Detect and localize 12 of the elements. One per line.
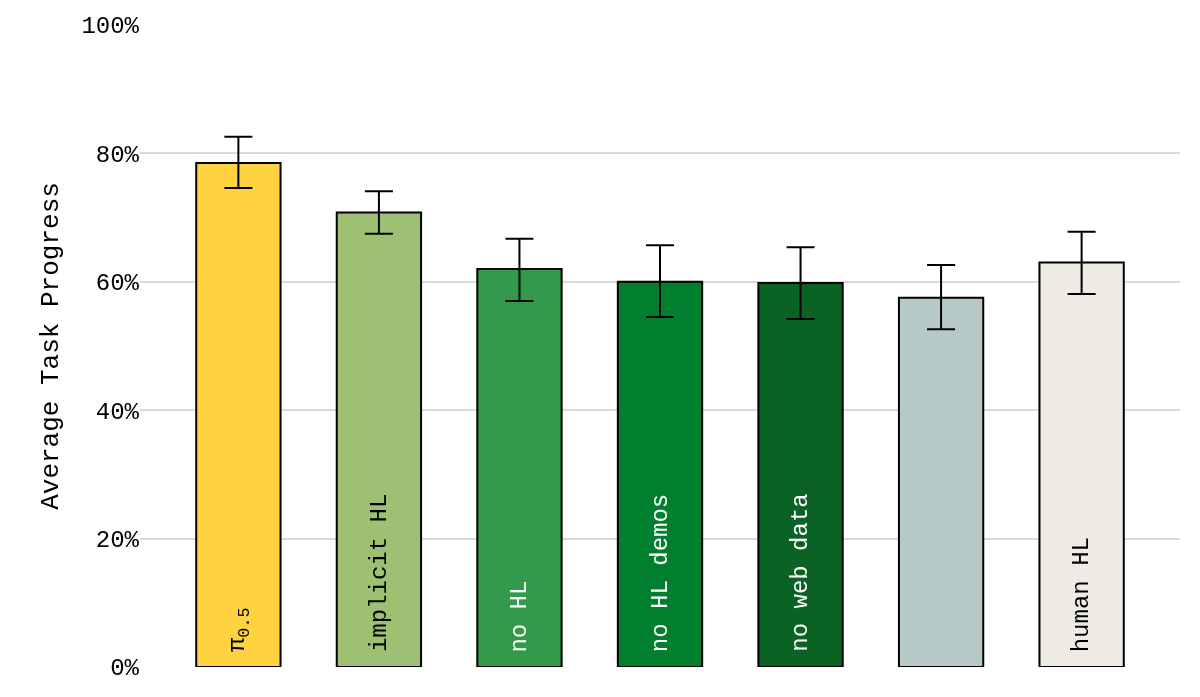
y-tick-label: 80%: [95, 141, 140, 169]
y-tick-label: 40%: [95, 398, 140, 426]
y-tick-label: 100%: [81, 13, 140, 41]
x-tick-label: human HL: [1067, 537, 1095, 653]
x-tick-label: no web data: [787, 493, 815, 652]
x-tick-label: no HL: [506, 580, 534, 653]
y-tick-label: 0%: [110, 655, 140, 683]
y-axis-title: Average Task Progress: [35, 182, 66, 510]
y-tick-label: 20%: [95, 527, 140, 554]
y-tick-label: 60%: [95, 270, 140, 298]
x-tick-label: no HL demos: [646, 493, 674, 653]
x-tick-label: implicit HL: [365, 493, 393, 653]
